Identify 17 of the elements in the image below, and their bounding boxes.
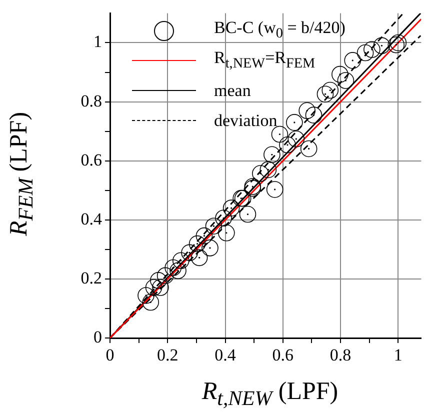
y-tick-label: 0.2	[80, 268, 102, 288]
y-tick-label: 0.8	[80, 91, 102, 110]
x-tick-label: 1	[394, 346, 402, 365]
y-tick-label: 0.6	[80, 150, 102, 170]
y-tick-label: 1	[94, 32, 102, 52]
legend-label: deviation	[214, 110, 278, 132]
y-tick-label: 0	[94, 327, 102, 346]
y-tick-label: 0.4	[80, 209, 102, 228]
x-tick-label: 0.4	[214, 346, 236, 365]
x-tick-label: 0	[106, 346, 114, 365]
x-tick-label: 0.8	[330, 346, 352, 365]
x-tick-label: 0.6	[272, 346, 294, 365]
x-tick-label: 0.2	[157, 346, 178, 365]
x-axis-title: R$_{t,NEW}$ (LPF)	[200, 378, 340, 411]
legend-label: BC-C (w$_{0}$ = b/420)	[214, 17, 346, 44]
legend-label: R$_{t,NEW}$=R$_{FEM}$	[214, 47, 316, 74]
legend-label: mean	[214, 80, 251, 102]
